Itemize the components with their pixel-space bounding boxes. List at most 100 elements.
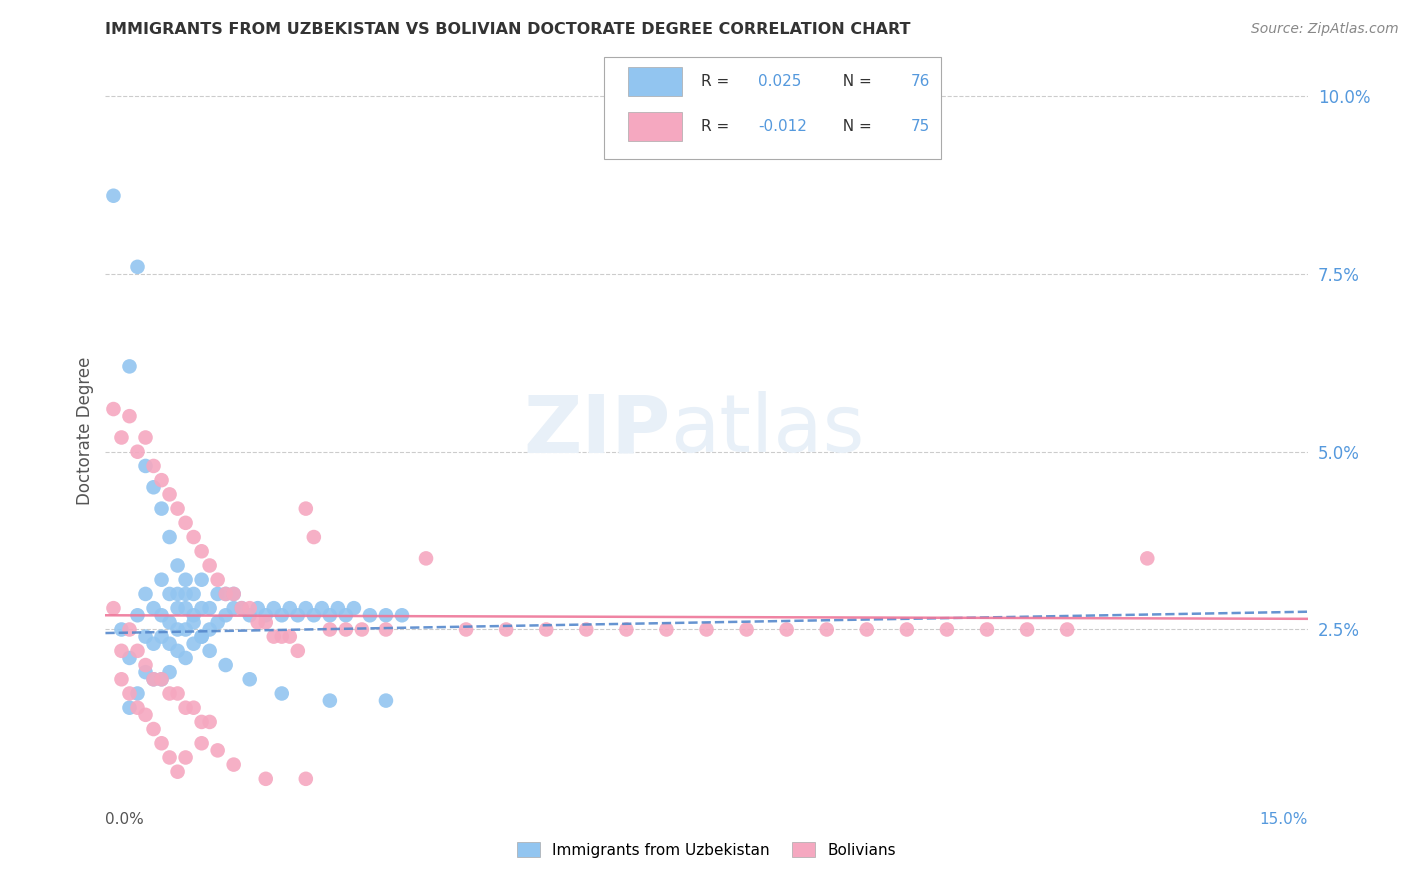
Point bbox=[174, 587, 197, 601]
Point bbox=[1136, 551, 1159, 566]
Text: 0.0%: 0.0% bbox=[105, 812, 145, 827]
Point bbox=[183, 700, 205, 714]
Point bbox=[118, 700, 141, 714]
Point bbox=[214, 608, 236, 623]
Point bbox=[150, 501, 173, 516]
Point bbox=[311, 601, 333, 615]
Point bbox=[159, 615, 181, 630]
Point bbox=[190, 544, 212, 558]
Point bbox=[214, 658, 236, 673]
Text: Source: ZipAtlas.com: Source: ZipAtlas.com bbox=[1251, 22, 1399, 37]
Point bbox=[166, 623, 188, 637]
Point bbox=[319, 623, 342, 637]
Point bbox=[142, 458, 165, 473]
Point bbox=[166, 558, 188, 573]
Point bbox=[214, 587, 236, 601]
Point bbox=[575, 623, 598, 637]
Text: IMMIGRANTS FROM UZBEKISTAN VS BOLIVIAN DOCTORATE DEGREE CORRELATION CHART: IMMIGRANTS FROM UZBEKISTAN VS BOLIVIAN D… bbox=[105, 22, 911, 37]
Point bbox=[127, 260, 149, 274]
Point bbox=[159, 665, 181, 680]
Point bbox=[239, 601, 262, 615]
Point bbox=[190, 573, 212, 587]
Point bbox=[335, 623, 357, 637]
Point bbox=[142, 722, 165, 736]
Point bbox=[207, 573, 229, 587]
Point bbox=[295, 501, 318, 516]
Point bbox=[159, 750, 181, 764]
Point bbox=[166, 644, 188, 658]
Point bbox=[350, 623, 373, 637]
Point bbox=[166, 764, 188, 779]
Point bbox=[150, 573, 173, 587]
Point bbox=[166, 601, 188, 615]
Point bbox=[374, 623, 398, 637]
Point bbox=[263, 630, 285, 644]
Point bbox=[335, 608, 357, 623]
FancyBboxPatch shape bbox=[605, 57, 941, 159]
Point bbox=[254, 772, 277, 786]
Point bbox=[150, 673, 173, 687]
Point bbox=[103, 188, 125, 202]
Point bbox=[150, 473, 173, 487]
Point bbox=[1056, 623, 1078, 637]
Point bbox=[222, 757, 245, 772]
Point bbox=[190, 630, 212, 644]
Point bbox=[150, 608, 173, 623]
Point bbox=[174, 623, 197, 637]
Point bbox=[142, 673, 165, 687]
Point bbox=[159, 530, 181, 544]
Point bbox=[118, 651, 141, 665]
Point bbox=[135, 707, 157, 722]
Text: 76: 76 bbox=[911, 74, 931, 89]
Point bbox=[118, 686, 141, 700]
Point bbox=[295, 772, 318, 786]
Point bbox=[190, 736, 212, 750]
Point bbox=[616, 623, 638, 637]
Point bbox=[159, 637, 181, 651]
Point bbox=[110, 644, 132, 658]
Point bbox=[454, 623, 477, 637]
Point bbox=[135, 665, 157, 680]
Point bbox=[190, 630, 212, 644]
Point bbox=[246, 601, 269, 615]
Point bbox=[150, 736, 173, 750]
Legend: Immigrants from Uzbekistan, Bolivians: Immigrants from Uzbekistan, Bolivians bbox=[510, 836, 903, 863]
Point bbox=[207, 587, 229, 601]
Point bbox=[374, 693, 398, 707]
Text: R =: R = bbox=[700, 74, 734, 89]
Point bbox=[183, 615, 205, 630]
Point bbox=[815, 623, 838, 637]
Point bbox=[159, 487, 181, 501]
Point bbox=[166, 686, 188, 700]
Point bbox=[142, 673, 165, 687]
Point bbox=[103, 601, 125, 615]
Point bbox=[174, 700, 197, 714]
Text: 15.0%: 15.0% bbox=[1260, 812, 1308, 827]
Point bbox=[896, 623, 918, 637]
Point bbox=[254, 615, 277, 630]
Point bbox=[174, 601, 197, 615]
Point bbox=[159, 587, 181, 601]
Point bbox=[239, 673, 262, 687]
Point bbox=[174, 651, 197, 665]
Point bbox=[696, 623, 718, 637]
Point bbox=[374, 608, 398, 623]
Point bbox=[415, 551, 437, 566]
Point bbox=[302, 530, 325, 544]
Point bbox=[287, 608, 309, 623]
Point bbox=[127, 608, 149, 623]
Point bbox=[302, 608, 325, 623]
Point bbox=[110, 673, 132, 687]
Point bbox=[326, 601, 349, 615]
Point bbox=[166, 501, 188, 516]
Point bbox=[183, 637, 205, 651]
Point bbox=[495, 623, 517, 637]
Point bbox=[127, 700, 149, 714]
Point bbox=[110, 623, 132, 637]
Text: N =: N = bbox=[832, 119, 876, 134]
Point bbox=[319, 608, 342, 623]
Point bbox=[198, 558, 221, 573]
Text: R =: R = bbox=[700, 119, 734, 134]
Point bbox=[103, 402, 125, 417]
Point bbox=[231, 601, 253, 615]
